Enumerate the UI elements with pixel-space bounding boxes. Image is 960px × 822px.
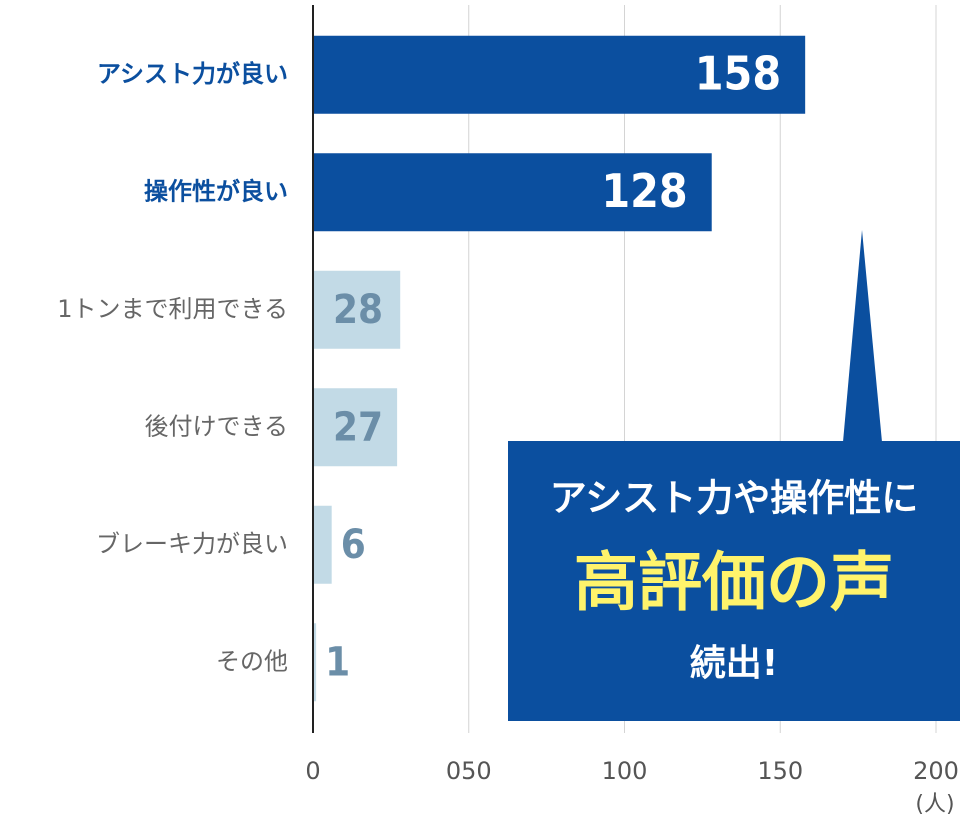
callout-line1: アシスト力や操作性に bbox=[550, 477, 919, 520]
value-label: 6 bbox=[341, 522, 366, 568]
value-label: 28 bbox=[333, 287, 383, 333]
bar-layer bbox=[313, 35, 806, 702]
category-label: アシスト力が良い bbox=[97, 60, 288, 88]
x-tick-label: 100 bbox=[602, 757, 648, 785]
callout-box bbox=[508, 441, 960, 721]
category-label: その他 bbox=[216, 647, 288, 675]
value-label: 158 bbox=[695, 46, 781, 100]
category-label: 操作性が良い bbox=[144, 177, 288, 205]
category-label: ブレーキ力が良い bbox=[96, 530, 288, 558]
x-tick-label: 050 bbox=[446, 757, 492, 785]
bar bbox=[313, 505, 332, 584]
callout-line3: 続出! bbox=[690, 643, 778, 684]
value-label: 1 bbox=[325, 639, 350, 685]
x-unit: (人) bbox=[915, 792, 954, 817]
bar bbox=[313, 270, 401, 349]
bar bbox=[313, 153, 712, 232]
bar bbox=[313, 388, 398, 467]
bar bbox=[313, 35, 806, 114]
callout-line2: 高評価の声 bbox=[574, 547, 894, 621]
x-tick-label: 150 bbox=[757, 757, 803, 785]
callout: アシスト力や操作性に 高評価の声 続出! bbox=[508, 230, 960, 721]
value-label: 128 bbox=[601, 164, 687, 218]
x-tick-label: 200 bbox=[913, 757, 959, 785]
category-label: 後付けできる bbox=[144, 412, 288, 440]
bar bbox=[313, 623, 317, 702]
category-label: 1トンまで利用できる bbox=[57, 295, 288, 323]
x-tick-label: 0 bbox=[305, 757, 320, 785]
callout-pointer bbox=[843, 230, 882, 442]
value-label: 27 bbox=[333, 404, 383, 450]
